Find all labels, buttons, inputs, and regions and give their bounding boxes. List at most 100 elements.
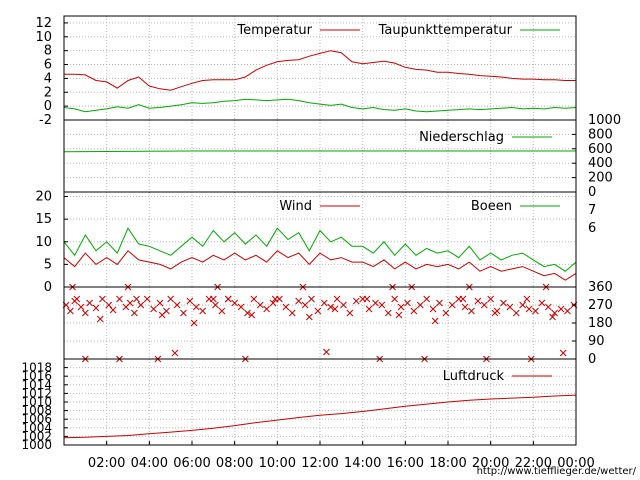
y-tick-label: 1010	[21, 395, 52, 409]
scatter-point	[158, 311, 166, 319]
scatter-point	[269, 299, 277, 307]
scatter-point	[96, 315, 104, 323]
y-tick-label: 1000	[21, 438, 52, 452]
scatter-point	[224, 295, 232, 303]
y-tick-label: 360	[588, 280, 613, 295]
y-tick-label: 4	[44, 71, 52, 86]
y-tick-label: 200	[588, 171, 613, 186]
scatter-point	[416, 301, 424, 309]
scatter-point	[190, 319, 198, 327]
scatter-point	[301, 301, 309, 309]
scatter-point	[308, 295, 315, 303]
scatter-point	[333, 295, 341, 303]
scatter-point	[237, 303, 245, 311]
y-tick-label: 6	[44, 58, 52, 73]
scatter-point	[131, 309, 138, 317]
legend-label: Niederschlag	[419, 130, 504, 145]
x-tick-label: 06:00	[173, 456, 210, 471]
legend-label: Boeen	[471, 199, 512, 214]
y-tick-label: 1018	[21, 361, 52, 375]
scatter-point	[256, 301, 264, 309]
scatter-point	[77, 303, 85, 311]
scatter-point	[271, 295, 279, 303]
scatter-point	[67, 307, 74, 315]
y-tick-label: 1004	[21, 421, 52, 435]
scatter-point	[320, 299, 328, 307]
scatter-point	[549, 313, 556, 321]
y-tick-label: 1012	[21, 386, 52, 400]
y-tick-label: 1006	[21, 412, 52, 426]
y-tick-label: 1014	[21, 378, 52, 392]
scatter-point	[404, 299, 411, 307]
scatter-point	[363, 295, 371, 303]
series-line-taupunkttemperatur	[63, 98, 577, 113]
y-tick-label: 8	[44, 44, 52, 59]
x-tick-label: 00:00	[557, 456, 594, 471]
scatter-point	[231, 299, 239, 307]
y-tick-label: 270	[588, 298, 613, 313]
scatter-point	[468, 307, 475, 315]
scatter-point	[506, 303, 514, 311]
scatter-point	[474, 297, 482, 305]
scatter-point	[314, 307, 322, 315]
x-tick-label: 04:00	[131, 456, 168, 471]
y-tick-label: 180	[588, 316, 613, 331]
scatter-point	[480, 301, 488, 309]
scatter-point	[372, 299, 379, 307]
scatter-point	[295, 297, 303, 305]
series-layer	[62, 50, 578, 439]
series-line-wind	[63, 250, 577, 281]
scatter-point	[391, 295, 399, 303]
right-tick-label: 6	[588, 221, 596, 236]
scatter-point	[263, 305, 271, 313]
scatter-point	[384, 309, 392, 317]
scatter-point	[199, 307, 207, 315]
scatter-point	[99, 295, 106, 303]
scatter-point	[436, 299, 443, 307]
scatter-point	[212, 301, 219, 309]
y-tick-label: 1016	[21, 369, 52, 383]
scatter-point	[519, 301, 527, 309]
scatter-point	[331, 305, 339, 313]
scatter-point	[81, 309, 89, 317]
scatter-point	[365, 305, 373, 313]
scatter-point	[431, 317, 439, 325]
scatter-point	[551, 309, 559, 317]
series-line-temperatur	[64, 50, 576, 91]
scatter-point	[143, 295, 151, 303]
scatter-point	[218, 307, 226, 315]
scatter-point	[410, 307, 418, 315]
scatter-point	[109, 306, 117, 314]
scatter-point	[73, 295, 81, 303]
footer-url: http://www.tiefflieger.de/wetter/	[477, 466, 637, 477]
right-tick-label: 7	[588, 203, 596, 218]
scatter-point	[305, 313, 313, 321]
y-tick-label: 1008	[21, 404, 52, 418]
scatter-point	[340, 301, 347, 309]
y-tick-label: 0	[44, 99, 52, 114]
scatter-point	[459, 295, 467, 303]
scatter-point	[544, 303, 552, 311]
scatter-point	[487, 295, 495, 303]
scatter-point	[209, 295, 217, 303]
scatter-point	[564, 307, 571, 315]
y-tick-label: 2	[44, 85, 52, 100]
scatter-point	[248, 311, 256, 319]
y-tick-label: 0	[44, 280, 52, 295]
series-line-niederschlag	[63, 150, 576, 153]
scatter-point	[512, 309, 520, 317]
scatter-point	[346, 309, 354, 317]
legend-label: Temperatur	[236, 23, 312, 38]
y-tick-label: 20	[35, 190, 52, 205]
scatter-point	[167, 295, 175, 303]
scatter-point	[500, 299, 507, 307]
scatter-point	[395, 311, 403, 319]
scatter-point	[116, 295, 123, 303]
x-tick-label: 10:00	[259, 456, 296, 471]
x-tick-label: 14:00	[344, 456, 381, 471]
x-tick-label: 18:00	[429, 456, 466, 471]
scatter-point	[532, 307, 539, 315]
legend-label: Taupunkttemperatur	[378, 23, 513, 38]
